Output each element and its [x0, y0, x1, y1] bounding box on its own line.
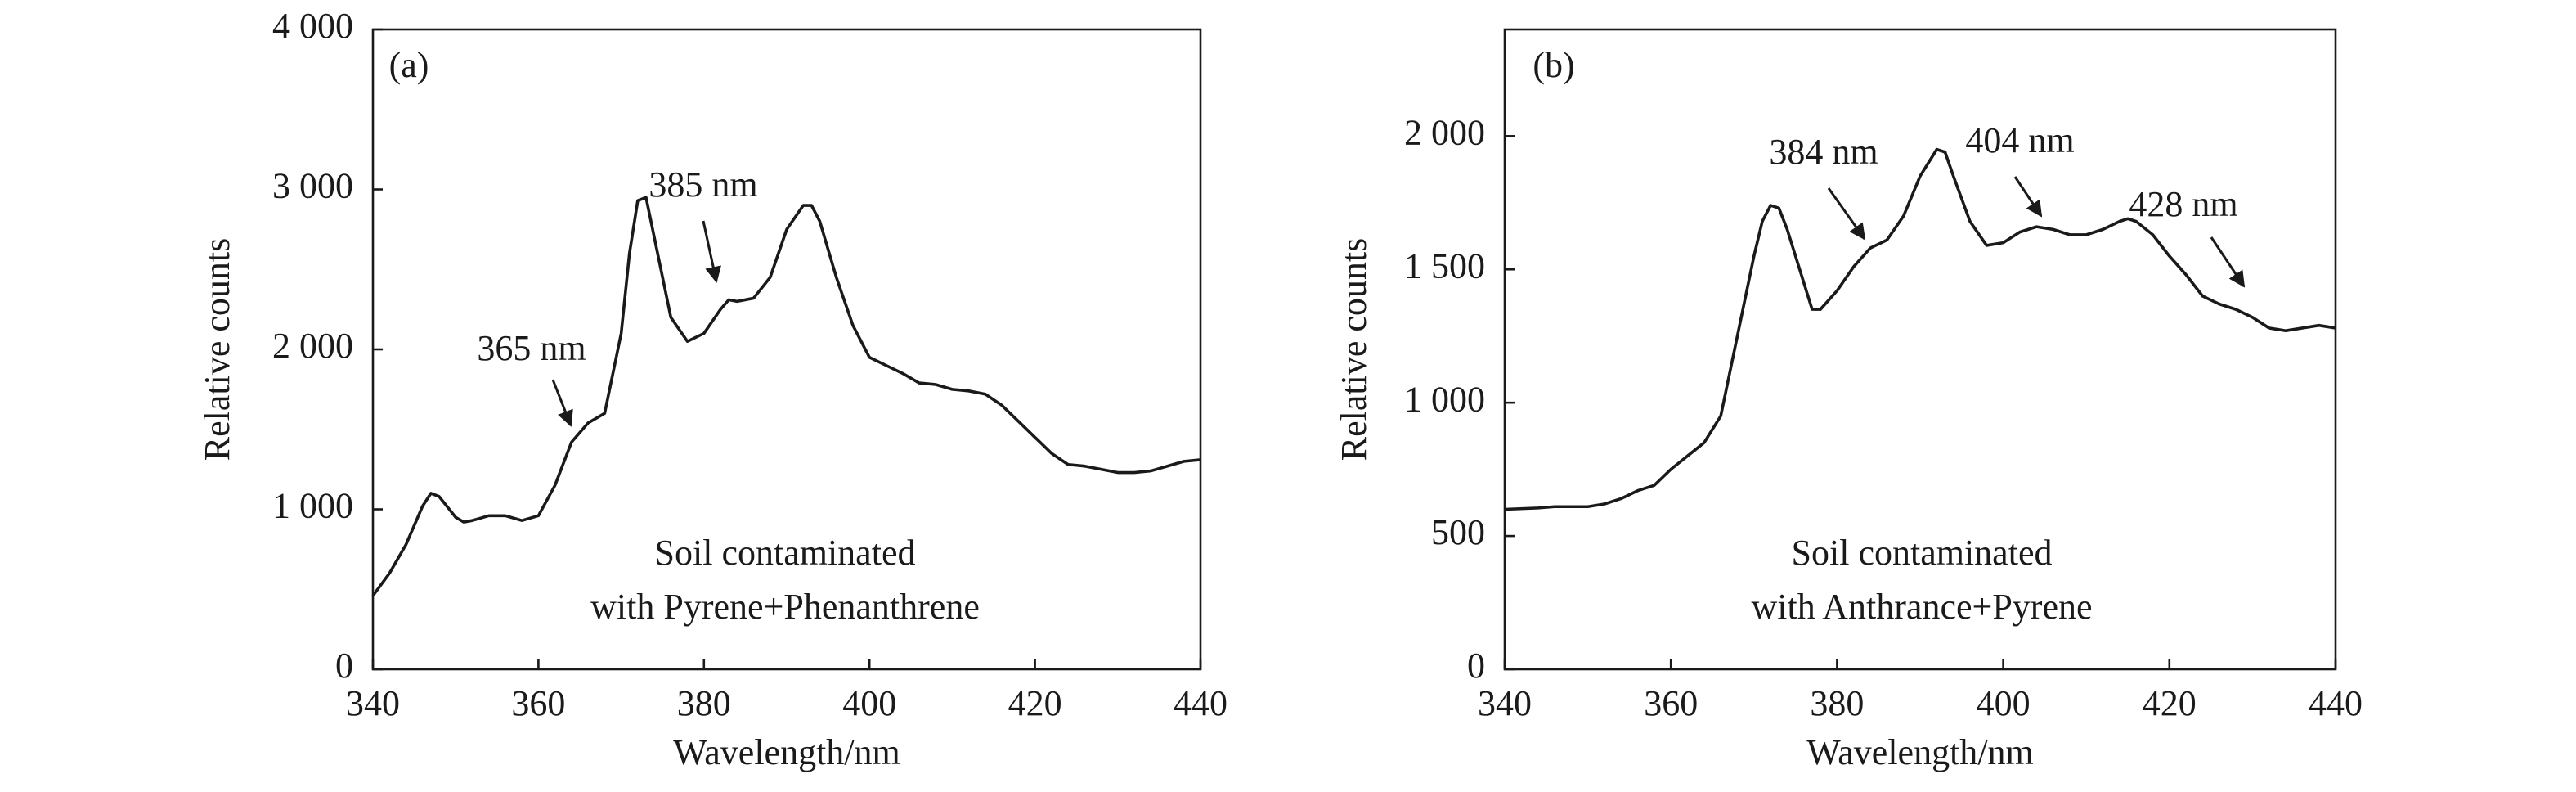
- peak-annotation: 428 nm: [2129, 184, 2237, 224]
- sample-note: Soil contaminated: [655, 533, 916, 573]
- y-tick-label: 2 000: [272, 326, 353, 366]
- peak-annotation: 385 nm: [648, 164, 757, 205]
- panel-label: (b): [1533, 45, 1574, 85]
- x-tick-label: 420: [1008, 683, 1062, 723]
- spectrum-line: [1504, 147, 2336, 511]
- sample-note: with Anthrance+Pyrene: [1751, 587, 2092, 627]
- y-tick-label: 1 000: [1404, 379, 1485, 419]
- x-tick-label: 400: [842, 683, 896, 723]
- y-axis-label: Relative counts: [1334, 238, 1374, 461]
- x-tick-label: 340: [1478, 683, 1532, 723]
- annotation-arrow: [1827, 187, 1866, 241]
- sample-note: with Pyrene+Phenanthrene: [590, 587, 980, 627]
- peak-annotation: 365 nm: [477, 328, 586, 368]
- spectrum-line: [371, 196, 1201, 597]
- sample-note: Soil contaminated: [1792, 533, 2053, 573]
- y-tick-label: 0: [1467, 646, 1485, 686]
- y-tick-label: 3 000: [272, 166, 353, 206]
- x-axis-label: Wavelength/nm: [1806, 732, 2034, 772]
- y-tick-label: 4 000: [272, 6, 353, 46]
- peak-annotation: 404 nm: [1965, 120, 2074, 160]
- y-tick-label: 500: [1431, 512, 1485, 552]
- x-tick-label: 380: [1810, 683, 1864, 723]
- x-tick-label: 440: [2309, 683, 2363, 723]
- annotation-arrow: [2210, 236, 2246, 288]
- y-tick-label: 1 500: [1404, 245, 1485, 286]
- panel-label: (a): [389, 45, 429, 85]
- x-axis-label: Wavelength/nm: [673, 732, 900, 772]
- peak-annotation: 384 nm: [1769, 132, 1878, 172]
- x-tick-label: 360: [1644, 683, 1698, 723]
- y-tick-label: 0: [335, 646, 353, 686]
- x-tick-label: 360: [511, 683, 565, 723]
- annotation-arrow: [702, 220, 721, 283]
- annotation-arrow: [2013, 176, 2043, 218]
- x-tick-label: 380: [677, 683, 731, 723]
- x-tick-label: 400: [1977, 683, 2031, 723]
- x-tick-label: 420: [2143, 683, 2197, 723]
- plot-frame: [1503, 28, 2337, 671]
- y-tick-label: 2 000: [1404, 112, 1485, 152]
- y-tick-label: 1 000: [272, 486, 353, 526]
- x-tick-label: 440: [1174, 683, 1227, 723]
- x-tick-label: 340: [346, 683, 400, 723]
- annotation-arrow: [551, 379, 573, 427]
- y-axis-label: Relative counts: [197, 238, 237, 461]
